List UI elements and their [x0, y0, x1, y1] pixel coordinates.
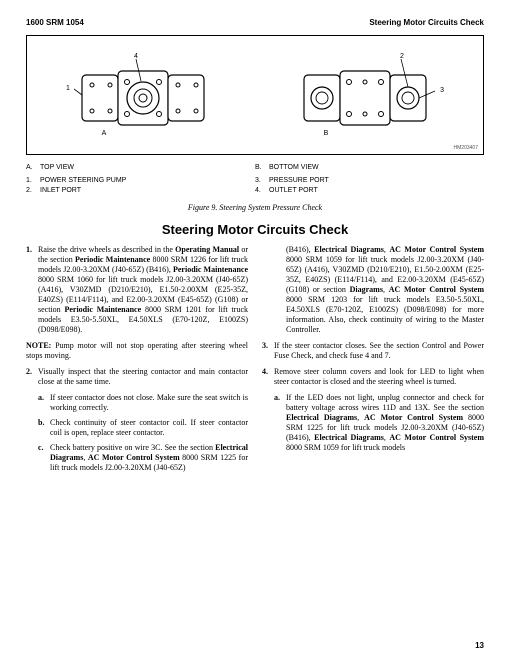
- left-column: 1. Raise the drive wheels as described i…: [26, 245, 248, 478]
- sub-2c: c. Check battery positive on wire 3C. Se…: [38, 443, 248, 473]
- sub-4a: a. If the LED does not light, unplug con…: [274, 393, 484, 453]
- callout-3: 3: [440, 87, 444, 94]
- pump-top-view: 4 1 A: [74, 55, 214, 135]
- right-column: (B416), Electrical Diagrams, AC Motor Co…: [262, 245, 484, 478]
- svg-text:B: B: [324, 130, 329, 135]
- callout-4: 4: [134, 53, 138, 60]
- callout-1: 1: [66, 85, 70, 92]
- header-right: Steering Motor Circuits Check: [369, 18, 484, 27]
- figure-box: 4 1 A 2 3: [26, 35, 484, 155]
- list-item-4: 4. Remove steer column covers and look f…: [262, 367, 484, 387]
- list-item-1: 1. Raise the drive wheels as described i…: [26, 245, 248, 335]
- sub-2b: b.Check continuity of steer contactor co…: [38, 418, 248, 438]
- pump-bottom-svg: B: [296, 55, 436, 135]
- pump-bottom-view: 2 3 B: [296, 55, 436, 135]
- callout-2: 2: [400, 53, 404, 60]
- body-columns: 1. Raise the drive wheels as described i…: [26, 245, 484, 478]
- section-title: Steering Motor Circuits Check: [26, 222, 484, 237]
- sub-2a: a.If steer contactor does not close. Mak…: [38, 393, 248, 413]
- continuation: (B416), Electrical Diagrams, AC Motor Co…: [286, 245, 484, 335]
- svg-text:A: A: [102, 130, 107, 135]
- page-header: 1600 SRM 1054 Steering Motor Circuits Ch…: [26, 18, 484, 27]
- header-left: 1600 SRM 1054: [26, 18, 84, 27]
- list-item-2: 2. Visually inspect that the steering co…: [26, 367, 248, 387]
- pump-top-svg: A: [74, 55, 214, 135]
- page-number: 13: [475, 641, 484, 650]
- figure-caption: Figure 9. Steering System Pressure Check: [26, 203, 484, 212]
- list-item-3: 3. If the steer contactor closes. See th…: [262, 341, 484, 361]
- figure-ref: HM203407: [454, 145, 478, 151]
- figure-legend: A.TOP VIEW 1.POWER STEERING PUMP 2.INLET…: [26, 163, 484, 195]
- note: NOTE: Pump motor will not stop operating…: [26, 341, 248, 361]
